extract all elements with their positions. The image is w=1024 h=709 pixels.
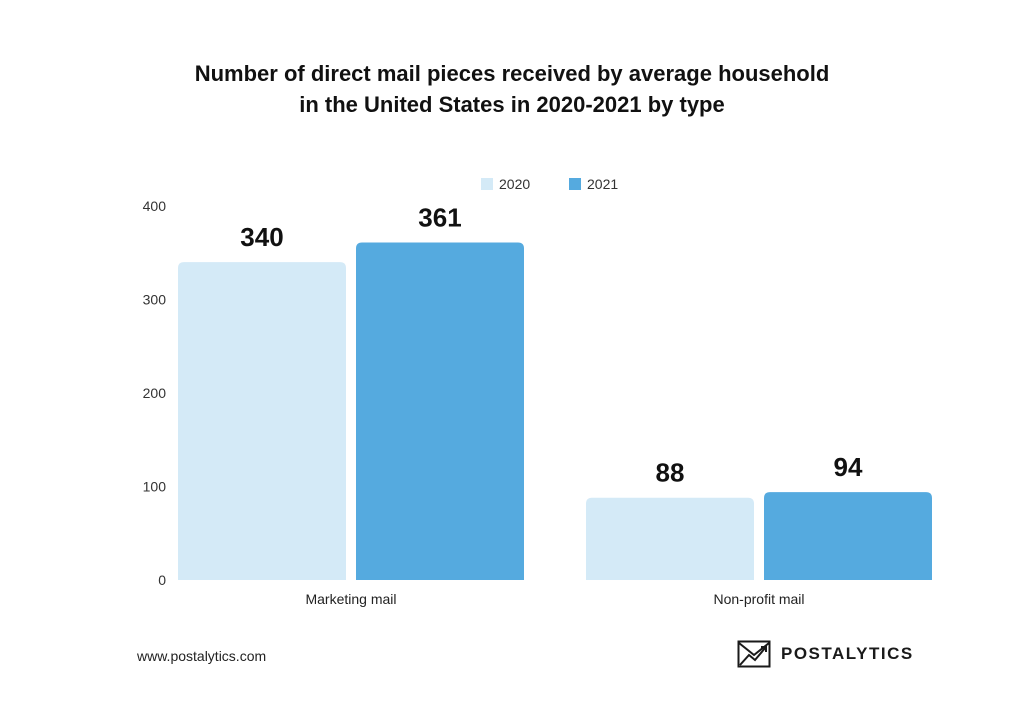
footer-url: www.postalytics.com: [137, 648, 267, 664]
envelope-trend-icon: [737, 640, 771, 668]
legend-label: 2020: [499, 176, 530, 192]
legend-swatch: [481, 178, 493, 190]
bar: [178, 262, 346, 580]
legend-label: 2021: [587, 176, 618, 192]
x-tick-label: Marketing mail: [305, 591, 396, 607]
y-tick-label: 100: [143, 479, 167, 495]
y-tick-label: 0: [158, 572, 166, 588]
bar: [356, 242, 524, 580]
chart-title-line-1: Number of direct mail pieces received by…: [194, 61, 830, 86]
data-label: 361: [418, 202, 461, 232]
chart-title-line-2: in the United States in 2020-2021 by typ…: [299, 92, 725, 117]
data-label: 94: [834, 452, 863, 482]
chart-title: Number of direct mail pieces received by…: [0, 58, 1024, 120]
y-tick-label: 200: [143, 385, 167, 401]
brand-logo: POSTALYTICS: [737, 638, 914, 670]
y-tick-label: 400: [143, 198, 167, 214]
bar: [586, 497, 754, 580]
brand-name: POSTALYTICS: [781, 644, 914, 663]
y-tick-label: 300: [143, 292, 167, 308]
data-label: 88: [656, 458, 685, 488]
bar: [764, 492, 932, 580]
x-tick-label: Non-profit mail: [713, 591, 804, 607]
legend-swatch: [569, 178, 581, 190]
data-label: 340: [240, 222, 283, 252]
